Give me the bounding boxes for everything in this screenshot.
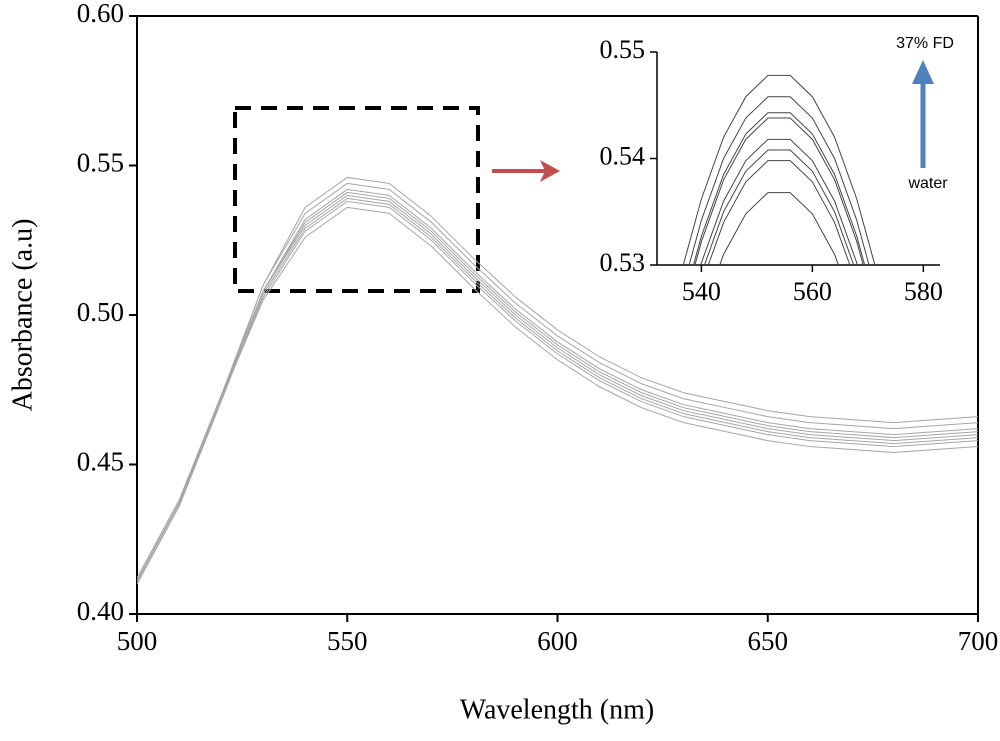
series-line [137,200,978,582]
x-tick-label: 550 [327,626,368,656]
x-tick-label: 650 [748,626,789,656]
series-line [692,112,866,265]
y-tick-label: 0.45 [77,447,124,477]
x-tick-label: 500 [117,626,158,656]
series-line [694,117,864,265]
x-tick-label: 560 [793,277,832,306]
y-tick-label: 0.60 [77,0,124,28]
y-axis-label: Absorbance (a.u) [7,219,38,412]
x-tick-label: 580 [904,277,943,306]
zoom-arrow-head [540,160,560,182]
series-line [137,206,978,582]
y-tick-label: 0.40 [77,596,124,626]
series-line [703,149,855,265]
x-axis-label: Wavelength (nm) [460,694,654,725]
series-line [137,197,978,585]
series-line [707,160,851,265]
series-line [137,194,978,579]
y-tick-label: 0.53 [600,248,646,277]
x-tick-label: 600 [537,626,578,656]
series-line [682,74,876,265]
series-line [137,191,978,582]
y-tick-label: 0.55 [77,148,124,178]
y-tick-label: 0.55 [600,35,646,64]
series-line [137,182,978,582]
series-line [688,96,870,265]
zoom-box [233,106,480,293]
y-tick-label: 0.50 [77,297,124,327]
series-line [719,192,839,265]
y-tick-label: 0.54 [600,141,646,170]
trend-arrow-head [912,60,934,84]
annotation: 37% FD [896,35,954,52]
annotation: water [907,175,948,192]
x-tick-label: 700 [958,626,999,656]
series-line [137,176,978,579]
x-tick-label: 540 [682,277,721,306]
series-line [137,188,978,585]
series-line [700,138,858,265]
